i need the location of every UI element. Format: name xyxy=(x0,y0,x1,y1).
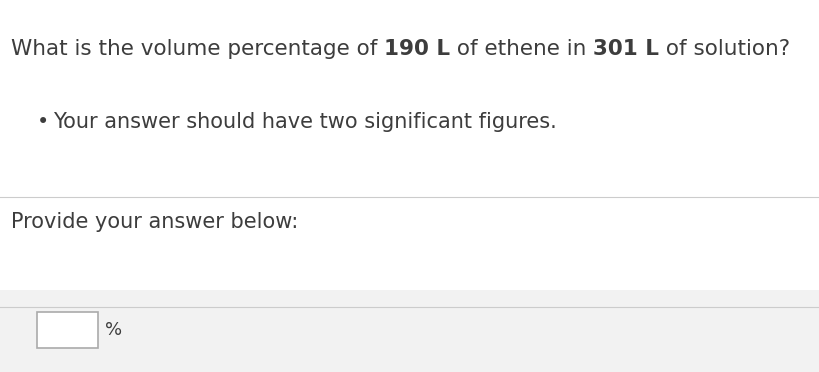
FancyBboxPatch shape xyxy=(0,290,819,372)
FancyBboxPatch shape xyxy=(37,312,98,348)
Text: Your answer should have two significant figures.: Your answer should have two significant … xyxy=(53,112,557,132)
Text: 301 L: 301 L xyxy=(593,39,659,59)
Text: 190 L: 190 L xyxy=(384,39,450,59)
Text: of ethene in: of ethene in xyxy=(450,39,593,59)
Text: Provide your answer below:: Provide your answer below: xyxy=(11,212,298,232)
Text: of solution?: of solution? xyxy=(659,39,790,59)
Text: %: % xyxy=(105,321,122,339)
Text: •: • xyxy=(37,112,49,132)
Text: What is the volume percentage of: What is the volume percentage of xyxy=(11,39,384,59)
